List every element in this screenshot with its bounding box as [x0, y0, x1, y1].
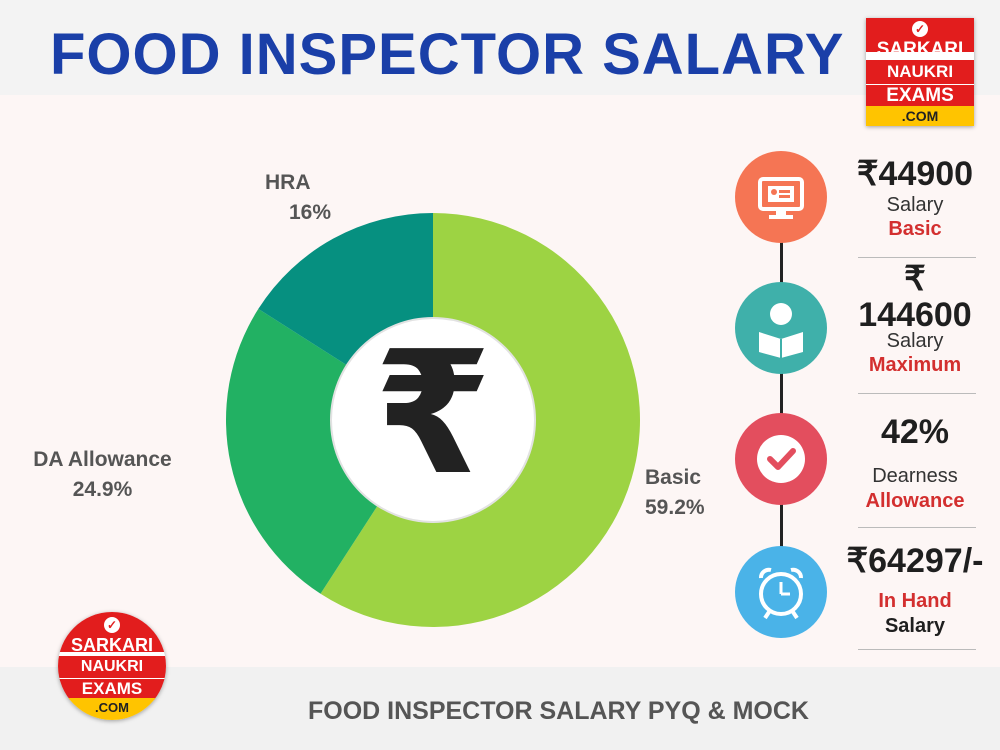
- stat-value-maximum: 144600: [858, 296, 972, 334]
- logo-text-3: EXAMS: [866, 84, 974, 108]
- logo-text-4: .COM: [866, 106, 974, 126]
- footer-text: FOOD INSPECTOR SALARY PYQ & MOCK: [308, 697, 809, 725]
- divider: [858, 393, 976, 394]
- stat-circle-basic: [735, 151, 827, 243]
- stat-label-basic-1: Salary: [886, 194, 944, 216]
- page-title: FOOD INSPECTOR SALARY: [50, 22, 845, 87]
- alarm-clock-icon: [759, 567, 803, 620]
- stat-value-maximum-symbol: ₹: [904, 260, 926, 298]
- stat-label-maximum-2: Maximum: [868, 354, 962, 376]
- header: [0, 0, 1000, 95]
- slice-label-da: DA Allowance 24.9%: [20, 445, 185, 506]
- checkmark-icon: [757, 435, 805, 483]
- logo-text-3: EXAMS: [58, 678, 166, 700]
- stat-label-basic-2: Basic: [888, 218, 942, 240]
- stat-value-basic: ₹44900: [856, 155, 974, 193]
- timeline-line: [780, 200, 783, 600]
- check-icon: ✓: [104, 617, 120, 633]
- slice-value: 16%: [289, 201, 332, 225]
- monitor-id-card-icon: [758, 177, 804, 219]
- brand-logo-bottom[interactable]: ✓ SARKARI NAUKRI EXAMS .COM: [58, 612, 166, 720]
- footer: [0, 667, 1000, 750]
- logo-text-2: NAUKRI: [866, 60, 974, 87]
- slice-label-hra: HRA 16%: [265, 168, 331, 229]
- stat-label-da-2: Allowance: [865, 490, 965, 512]
- stat-circle-inhand: [735, 546, 827, 638]
- stat-circle-maximum: [735, 282, 827, 374]
- logo-text-4: .COM: [58, 698, 166, 720]
- logo-text-2: NAUKRI: [58, 656, 166, 681]
- logo-text-1: SARKARI: [876, 39, 964, 60]
- slice-label-basic: Basic 59.2%: [645, 463, 705, 524]
- divider: [858, 257, 976, 258]
- divider: [858, 649, 976, 650]
- stat-value-da: 42%: [880, 413, 950, 451]
- donut-slice-basic: [320, 213, 640, 627]
- stat-label-maximum-1: Salary: [886, 330, 944, 352]
- stat-label-inhand-2: Salary: [884, 615, 946, 637]
- stat-label-inhand-1: In Hand: [878, 590, 952, 612]
- divider: [858, 527, 976, 528]
- logo-text-1: SARKARI: [70, 635, 153, 655]
- slice-name: Basic: [645, 466, 702, 489]
- stat-value-inhand: ₹64297/-: [846, 542, 984, 580]
- slice-name: HRA: [265, 171, 311, 194]
- reading-person-icon: [759, 303, 803, 358]
- slice-value: 24.9%: [72, 478, 133, 502]
- rupee-center-icon: ₹: [374, 315, 492, 513]
- check-icon: ✓: [912, 21, 928, 37]
- slice-name: DA Allowance: [33, 448, 172, 471]
- donut-center: [330, 317, 536, 523]
- slice-value: 59.2%: [645, 496, 705, 520]
- stat-label-da-1: Dearness: [872, 465, 958, 487]
- stat-circle-da: [735, 413, 827, 505]
- brand-logo-top[interactable]: ✓ SARKARI NAUKRI EXAMS .COM: [866, 18, 974, 126]
- donut-slice-da-allowance: [226, 308, 378, 594]
